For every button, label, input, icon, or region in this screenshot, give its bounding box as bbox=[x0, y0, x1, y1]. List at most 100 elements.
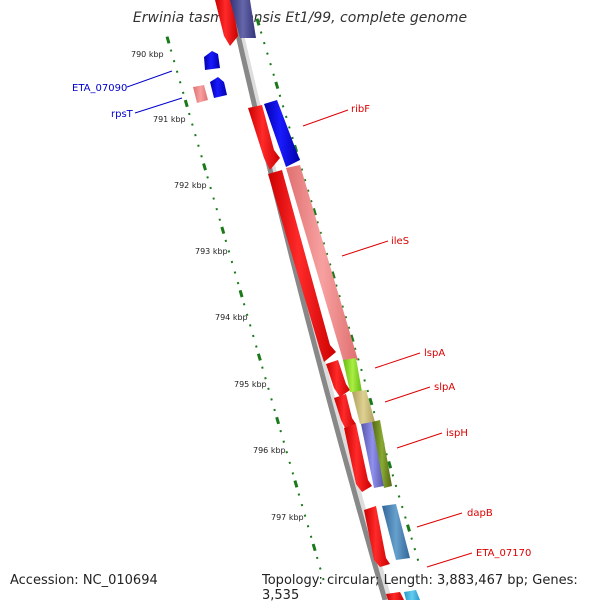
ruler-minor-tick bbox=[400, 505, 404, 509]
label-leaders bbox=[126, 70, 473, 568]
features bbox=[193, 0, 420, 600]
leader-ribF bbox=[302, 109, 349, 127]
feature-steel-dapB bbox=[382, 504, 410, 560]
leader-ETA_07090 bbox=[126, 70, 173, 88]
ruler-minor-tick bbox=[178, 81, 182, 84]
ruler-minor-tick bbox=[284, 115, 288, 119]
ruler-minor-tick bbox=[245, 313, 249, 317]
ruler-minor-tick bbox=[306, 189, 310, 192]
ruler-minor-tick bbox=[328, 263, 332, 266]
feature-lime-lspA bbox=[343, 358, 362, 392]
gene-label-ribF: ribF bbox=[351, 104, 370, 115]
ruler-minor-tick bbox=[263, 41, 266, 45]
feature-bottom-sky bbox=[404, 590, 420, 600]
ruler-major-tick bbox=[330, 271, 336, 279]
ruler-minor-tick bbox=[300, 168, 304, 171]
tick-label: 790 kbp bbox=[131, 50, 164, 59]
feature-slate-ispH bbox=[361, 422, 384, 488]
feature-red-slpA bbox=[334, 394, 356, 428]
ruler-minor-tick bbox=[267, 387, 270, 391]
ruler-minor-tick bbox=[410, 537, 413, 540]
ruler-minor-tick bbox=[397, 495, 401, 498]
ruler-minor-tick bbox=[227, 250, 231, 253]
ruler-minor-tick bbox=[325, 252, 329, 256]
tick-label: 794 kbp bbox=[215, 313, 248, 322]
feature-khaki-slpA bbox=[352, 390, 375, 424]
ruler-minor-tick bbox=[366, 389, 369, 393]
tick-label: 792 kbp bbox=[174, 181, 207, 190]
feature-red-ileS bbox=[268, 170, 336, 362]
tick-label: 795 kbp bbox=[234, 380, 267, 389]
tick-label: 791 kbp bbox=[153, 115, 186, 124]
ruler-minor-tick bbox=[191, 123, 194, 126]
ruler-minor-tick bbox=[266, 52, 269, 55]
ruler-major-tick bbox=[220, 226, 226, 235]
ruler-major-tick bbox=[312, 208, 317, 216]
ruler-minor-tick bbox=[200, 155, 203, 158]
feature-red-ribF bbox=[248, 105, 280, 170]
gene-labels: ETA_07090 rpsT ribF ileS lspA slpA ispH … bbox=[72, 83, 531, 559]
feature-bottom-red bbox=[386, 592, 404, 600]
ruler-major-tick bbox=[238, 289, 244, 298]
ruler-minor-tick bbox=[188, 112, 191, 116]
ruler-minor-tick bbox=[252, 334, 255, 338]
ruler-minor-tick bbox=[279, 429, 282, 433]
ruler-major-tick bbox=[311, 543, 317, 552]
ruler-minor-tick bbox=[218, 218, 222, 221]
ruler-minor-tick bbox=[270, 398, 273, 401]
ruler-minor-tick bbox=[319, 231, 322, 235]
ruler-minor-tick bbox=[303, 178, 307, 182]
ruler-minor-tick bbox=[269, 62, 272, 66]
ruler-minor-tick bbox=[319, 567, 322, 570]
outer-guide bbox=[255, 18, 420, 561]
ruler-minor-tick bbox=[363, 379, 366, 382]
gene-label-lspA: lspA bbox=[424, 348, 445, 359]
gene-label-ETA_07170: ETA_07170 bbox=[476, 548, 531, 559]
ruler-minor-tick bbox=[309, 535, 313, 539]
ruler-minor-tick bbox=[169, 49, 173, 52]
ruler-minor-tick bbox=[264, 377, 267, 380]
topology-text: Topology: circular; Length: 3,883,467 bp… bbox=[262, 573, 578, 603]
gene-label-rpsT: rpsT bbox=[111, 109, 134, 120]
feature-top-red bbox=[215, 0, 238, 46]
ruler-minor-tick bbox=[272, 73, 275, 76]
ruler-minor-tick bbox=[288, 126, 291, 129]
ruler-minor-tick bbox=[413, 547, 417, 551]
tick-label: 796 kbp bbox=[253, 446, 286, 455]
ruler-minor-tick bbox=[391, 474, 395, 477]
ruler-minor-tick bbox=[261, 366, 264, 369]
feature-blue-small-1 bbox=[204, 51, 220, 70]
feature-olive-ispH bbox=[372, 420, 392, 488]
gene-label-ETA_07090: ETA_07090 bbox=[72, 83, 127, 94]
ruler-minor-tick bbox=[273, 408, 276, 412]
accession-text: Accession: NC_010694 bbox=[10, 573, 158, 588]
gene-label-slpA: slpA bbox=[434, 382, 455, 393]
ruler-minor-tick bbox=[255, 345, 258, 348]
ruler-minor-tick bbox=[236, 281, 240, 285]
ruler-minor-tick bbox=[248, 324, 252, 327]
ruler-minor-tick bbox=[278, 94, 282, 98]
tick-label: 793 kbp bbox=[195, 247, 228, 256]
ruler-minor-tick bbox=[353, 347, 357, 351]
ruler-minor-tick bbox=[282, 440, 285, 443]
ruler-minor-tick bbox=[197, 144, 200, 147]
leader-ispH bbox=[396, 432, 443, 449]
feature-red-dapB bbox=[364, 506, 390, 567]
ruler-minor-tick bbox=[385, 453, 388, 456]
ruler-minor-tick bbox=[230, 260, 234, 264]
feature-pink-ileS bbox=[286, 165, 358, 360]
leader-dapB bbox=[416, 512, 463, 528]
ruler-minor-tick bbox=[322, 577, 325, 581]
ruler-major-tick bbox=[255, 18, 261, 26]
ruler-minor-tick bbox=[291, 472, 295, 475]
gene-label-ispH: ispH bbox=[446, 428, 468, 439]
ruler-minor-tick bbox=[344, 315, 348, 319]
ruler-minor-tick bbox=[215, 207, 218, 211]
ruler-major-tick bbox=[274, 81, 280, 90]
ruler-major-tick bbox=[368, 397, 374, 406]
ruler-major-tick bbox=[202, 163, 207, 171]
leader-slpA bbox=[384, 386, 431, 403]
ruler-minor-tick bbox=[194, 133, 197, 137]
ruler-major-tick bbox=[165, 36, 171, 44]
ruler-minor-tick bbox=[212, 197, 215, 200]
